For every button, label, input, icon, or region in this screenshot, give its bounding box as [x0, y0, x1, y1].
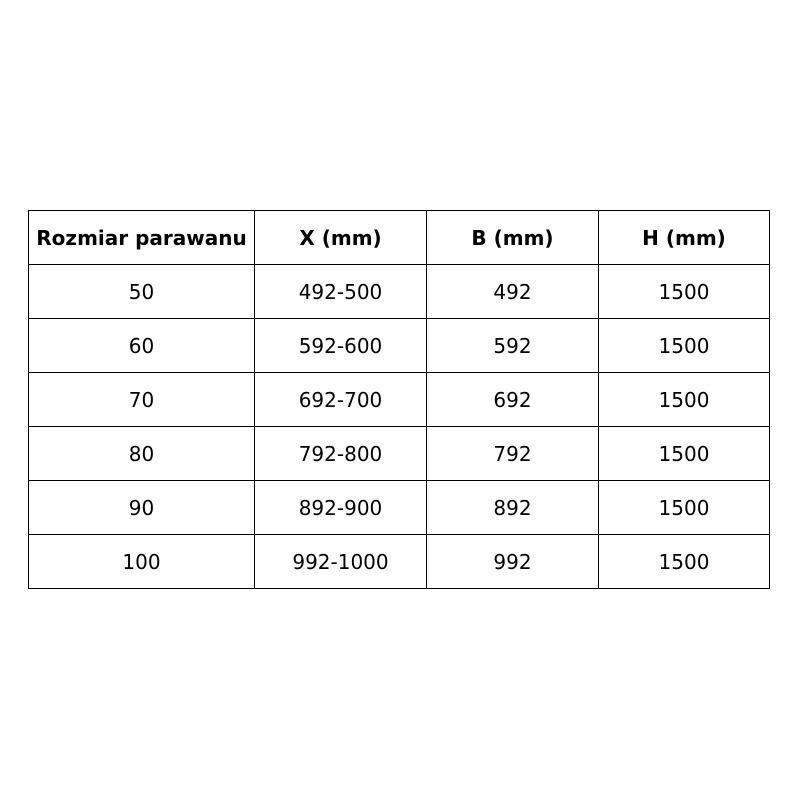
header-h: H (mm) — [598, 210, 770, 265]
cell-x: 592-600 — [254, 318, 427, 373]
cell-x: 492-500 — [254, 264, 427, 319]
cell-b: 692 — [426, 372, 599, 427]
cell-b: 992 — [426, 534, 599, 589]
cell-h: 1500 — [598, 480, 770, 535]
table-row: 80 792-800 792 1500 — [28, 426, 770, 481]
table-row: 90 892-900 892 1500 — [28, 480, 770, 535]
cell-x: 792-800 — [254, 426, 427, 481]
dimensions-table: Rozmiar parawanu X (mm) B (mm) H (mm) 50… — [28, 210, 770, 589]
table-row: 100 992-1000 992 1500 — [28, 534, 770, 589]
cell-x: 992-1000 — [254, 534, 427, 589]
cell-size: 60 — [28, 318, 255, 373]
cell-x: 892-900 — [254, 480, 427, 535]
cell-x: 692-700 — [254, 372, 427, 427]
cell-size: 70 — [28, 372, 255, 427]
header-row: Rozmiar parawanu X (mm) B (mm) H (mm) — [28, 210, 770, 265]
table-row: 70 692-700 692 1500 — [28, 372, 770, 427]
cell-b: 592 — [426, 318, 599, 373]
table-row: 50 492-500 492 1500 — [28, 264, 770, 319]
header-x: X (mm) — [254, 210, 427, 265]
cell-h: 1500 — [598, 372, 770, 427]
cell-b: 892 — [426, 480, 599, 535]
cell-h: 1500 — [598, 534, 770, 589]
header-size: Rozmiar parawanu — [28, 210, 255, 265]
cell-h: 1500 — [598, 318, 770, 373]
table-row: 60 592-600 592 1500 — [28, 318, 770, 373]
cell-h: 1500 — [598, 264, 770, 319]
cell-size: 50 — [28, 264, 255, 319]
header-b: B (mm) — [426, 210, 599, 265]
cell-size: 90 — [28, 480, 255, 535]
cell-size: 100 — [28, 534, 255, 589]
cell-h: 1500 — [598, 426, 770, 481]
cell-size: 80 — [28, 426, 255, 481]
cell-b: 792 — [426, 426, 599, 481]
cell-b: 492 — [426, 264, 599, 319]
